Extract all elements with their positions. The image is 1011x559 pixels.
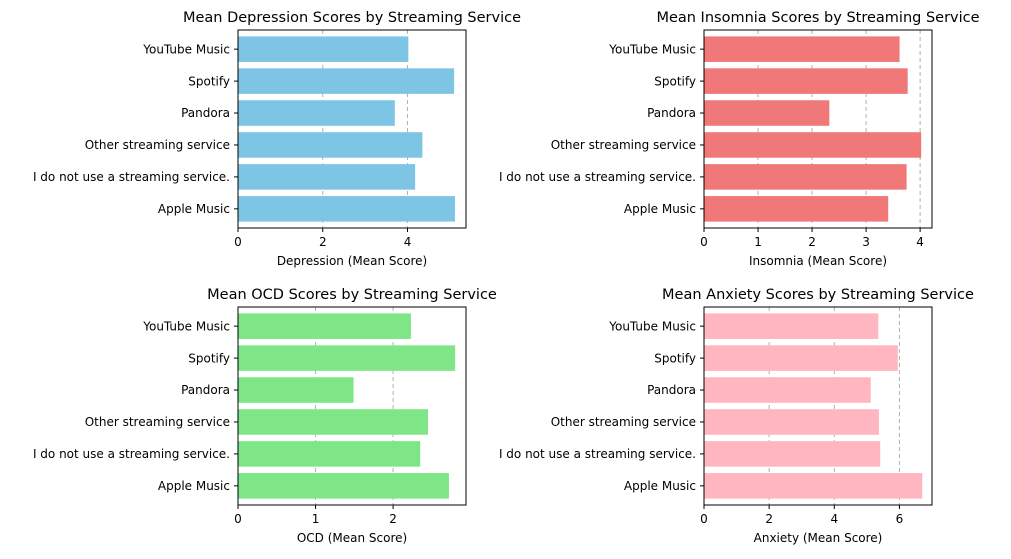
y-tick-label: Other streaming service <box>85 415 230 429</box>
bar-pandora <box>238 377 354 403</box>
chart-panel-0: Mean Depression Scores by Streaming Serv… <box>33 10 521 268</box>
y-tick-label: Apple Music <box>624 202 696 216</box>
plot-frame <box>703 29 933 229</box>
y-tick-label: Apple Music <box>624 479 696 493</box>
x-tick-label: 0 <box>234 512 242 526</box>
y-tick-label: Spotify <box>654 74 696 88</box>
bar-pandora <box>704 377 871 403</box>
y-tick-label: YouTube Music <box>142 319 230 333</box>
y-tick-label: Apple Music <box>158 479 230 493</box>
y-tick-label: YouTube Music <box>142 42 230 56</box>
chart-title: Mean OCD Scores by Streaming Service <box>207 287 497 303</box>
bar-spotify <box>238 345 456 371</box>
bar-i-do-not-use-a-streaming-service <box>238 441 421 467</box>
chart-title: Mean Insomnia Scores by Streaming Servic… <box>656 10 979 26</box>
bar-apple-music <box>704 196 889 222</box>
x-tick-label: 1 <box>312 512 320 526</box>
bar-apple-music <box>704 473 923 499</box>
y-tick-label: YouTube Music <box>608 42 696 56</box>
x-tick-label: 6 <box>896 512 904 526</box>
x-axis-label: Depression (Mean Score) <box>277 254 427 268</box>
bar-other-streaming-service <box>704 409 879 435</box>
chart-panel-2: Mean OCD Scores by Streaming Service Appl… <box>33 287 497 545</box>
x-tick-label: 2 <box>389 512 397 526</box>
x-tick-label: 1 <box>754 235 762 249</box>
x-tick-label: 2 <box>765 512 773 526</box>
x-tick-label: 0 <box>234 235 242 249</box>
bar-other-streaming-service <box>238 409 428 435</box>
x-tick-label: 0 <box>700 235 708 249</box>
bar-other-streaming-service <box>704 132 922 158</box>
chart-panel-3: Mean Anxiety Scores by Streaming Service… <box>499 287 974 545</box>
bar-spotify <box>704 345 898 371</box>
y-tick-label: I do not use a streaming service. <box>33 170 230 184</box>
x-axis-label: Anxiety (Mean Score) <box>754 531 883 545</box>
y-tick-label: Other streaming service <box>85 138 230 152</box>
bar-spotify <box>238 68 455 94</box>
bar-spotify <box>704 68 908 94</box>
x-tick-label: 4 <box>404 235 412 249</box>
y-tick-label: Pandora <box>647 383 696 397</box>
y-tick-label: Spotify <box>188 351 230 365</box>
x-tick-label: 4 <box>916 235 924 249</box>
y-tick-label: Pandora <box>181 106 230 120</box>
y-tick-label: I do not use a streaming service. <box>33 447 230 461</box>
bar-youtube-music <box>704 313 879 339</box>
x-axis-label: OCD (Mean Score) <box>297 531 407 545</box>
x-axis-label: Insomnia (Mean Score) <box>749 254 887 268</box>
plot-frame <box>237 306 467 506</box>
x-tick-label: 2 <box>808 235 816 249</box>
bar-pandora <box>238 100 395 126</box>
bar-youtube-music <box>704 36 900 62</box>
chart-title: Mean Anxiety Scores by Streaming Service <box>662 287 974 303</box>
plot-frame <box>237 29 467 229</box>
y-tick-label: I do not use a streaming service. <box>499 447 696 461</box>
x-tick-label: 3 <box>862 235 870 249</box>
y-tick-label: Other streaming service <box>551 415 696 429</box>
y-tick-label: Pandora <box>647 106 696 120</box>
chart-title: Mean Depression Scores by Streaming Serv… <box>183 10 521 26</box>
bar-other-streaming-service <box>238 132 423 158</box>
y-tick-label: I do not use a streaming service. <box>499 170 696 184</box>
bar-i-do-not-use-a-streaming-service <box>704 441 881 467</box>
y-tick-label: Other streaming service <box>551 138 696 152</box>
y-tick-label: Spotify <box>188 74 230 88</box>
bar-apple-music <box>238 196 455 222</box>
x-tick-label: 4 <box>830 512 838 526</box>
plot-frame <box>703 306 933 506</box>
bar-i-do-not-use-a-streaming-service <box>238 164 416 190</box>
bar-i-do-not-use-a-streaming-service <box>704 164 907 190</box>
y-tick-label: Pandora <box>181 383 230 397</box>
y-tick-label: Apple Music <box>158 202 230 216</box>
x-tick-label: 2 <box>319 235 327 249</box>
bar-apple-music <box>238 473 449 499</box>
y-tick-label: Spotify <box>654 351 696 365</box>
y-tick-label: YouTube Music <box>608 319 696 333</box>
bar-youtube-music <box>238 313 411 339</box>
bar-pandora <box>704 100 830 126</box>
x-tick-label: 0 <box>700 512 708 526</box>
bar-youtube-music <box>238 36 409 62</box>
chart-panel-1: Mean Insomnia Scores by Streaming Servic… <box>499 10 980 268</box>
